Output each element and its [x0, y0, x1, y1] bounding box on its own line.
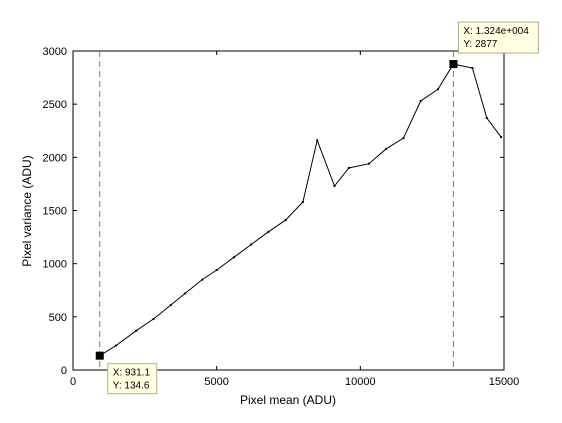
data-point	[500, 136, 503, 139]
data-point	[284, 219, 287, 222]
data-point	[333, 185, 336, 188]
data-point	[385, 147, 388, 150]
y-tick-label: 500	[49, 312, 67, 324]
data-point	[402, 137, 405, 140]
y-tick-label: 2500	[43, 99, 67, 111]
data-point	[169, 304, 172, 307]
y-axis-label: Pixel variance (ADU)	[20, 155, 34, 266]
data-point	[367, 162, 370, 165]
data-point	[471, 67, 474, 70]
datatip-marker[interactable]	[449, 60, 458, 69]
datatip-y-text: Y: 134.6	[113, 381, 150, 392]
datatip-x-text: X: 931.1	[113, 368, 151, 379]
y-tick-label: 1000	[43, 259, 67, 271]
datatip-x-text: X: 1.324e+004	[463, 26, 529, 37]
data-point	[419, 99, 422, 102]
y-tick-label: 0	[61, 365, 67, 377]
data-point	[115, 344, 118, 347]
x-axis-label: Pixel mean (ADU)	[240, 393, 336, 407]
data-point	[215, 269, 218, 272]
data-point	[485, 116, 488, 119]
data-point	[201, 278, 204, 281]
data-point	[316, 139, 319, 142]
data-point	[301, 200, 304, 203]
x-tick-label: 15000	[489, 376, 520, 388]
y-tick-label: 1500	[43, 206, 67, 218]
data-point	[436, 88, 439, 91]
plot-area	[72, 50, 505, 371]
data-point	[232, 256, 235, 259]
data-point	[347, 166, 350, 169]
datatip-box[interactable]	[107, 363, 158, 395]
data-point	[135, 329, 138, 332]
data-point	[152, 317, 155, 320]
data-point	[250, 243, 253, 246]
x-tick-label: 10000	[345, 376, 376, 388]
datatip-marker[interactable]	[95, 351, 104, 360]
x-tick-label: 5000	[204, 376, 228, 388]
y-tick-label: 3000	[43, 46, 67, 58]
data-point	[184, 292, 187, 295]
y-tick-label: 2000	[43, 152, 67, 164]
datatip-box[interactable]	[457, 21, 539, 54]
datatip-y-text: Y: 2877	[463, 39, 497, 50]
x-tick-label: 0	[70, 376, 76, 388]
data-point	[267, 230, 270, 233]
